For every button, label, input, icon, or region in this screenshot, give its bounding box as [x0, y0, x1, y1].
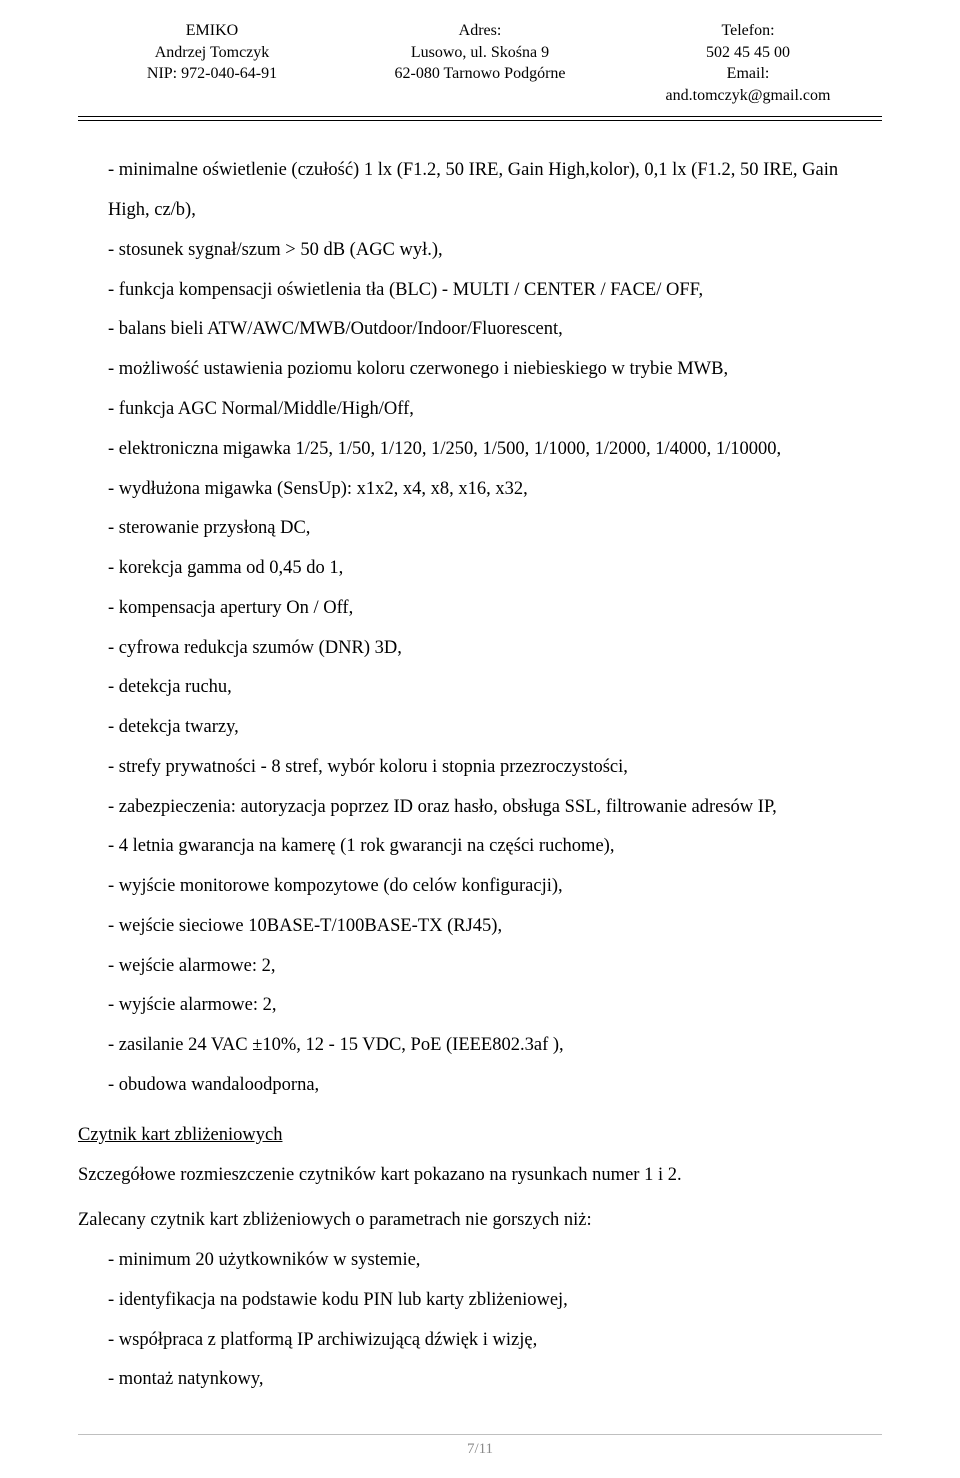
list-item: - korekcja gamma od 0,45 do 1,	[108, 549, 882, 589]
section-heading-wrapper: Czytnik kart zbliżeniowych	[78, 1106, 882, 1156]
list-item: - strefy prywatności - 8 stref, wybór ko…	[108, 748, 882, 788]
nip-number: NIP: 972-040-64-91	[78, 63, 346, 85]
list-item: - możliwość ustawienia poziomu koloru cz…	[108, 350, 882, 390]
list-item: - stosunek sygnał/szum > 50 dB (AGC wył.…	[108, 231, 882, 271]
section-paragraph-2: Zalecany czytnik kart zbliżeniowych o pa…	[78, 1201, 882, 1241]
footer-divider	[78, 1434, 882, 1435]
header-right-block: Telefon: 502 45 45 00 Email: and.tomczyk…	[614, 20, 882, 106]
spec-list-1: - minimalne oświetlenie (czułość) 1 lx (…	[78, 151, 882, 1105]
person-name: Andrzej Tomczyk	[78, 42, 346, 64]
list-item: - obudowa wandaloodporna,	[108, 1066, 882, 1106]
list-item: - elektroniczna migawka 1/25, 1/50, 1/12…	[108, 430, 882, 470]
list-item: - kompensacja apertury On / Off,	[108, 589, 882, 629]
list-item: - funkcja kompensacji oświetlenia tła (B…	[108, 271, 882, 311]
list-item: - 4 letnia gwarancja na kamerę (1 rok gw…	[108, 827, 882, 867]
list-item: - wejście alarmowe: 2,	[108, 947, 882, 987]
header-divider	[78, 116, 882, 121]
section-paragraph-1: Szczegółowe rozmieszczenie czytników kar…	[78, 1156, 882, 1196]
list-item: - montaż natynkowy,	[108, 1360, 882, 1400]
page-footer: 7/11	[0, 1434, 960, 1458]
list-item: - zasilanie 24 VAC ±10%, 12 - 15 VDC, Po…	[108, 1026, 882, 1066]
divider-line	[78, 120, 882, 121]
header-center-block: Adres: Lusowo, ul. Skośna 9 62-080 Tarno…	[346, 20, 614, 85]
list-item: - minimalne oświetlenie (czułość) 1 lx (…	[108, 151, 882, 231]
list-item: - detekcja ruchu,	[108, 668, 882, 708]
list-item: - wejście sieciowe 10BASE-T/100BASE-TX (…	[108, 907, 882, 947]
address-line-2: 62-080 Tarnowo Podgórne	[346, 63, 614, 85]
address-label: Adres:	[346, 20, 614, 42]
header-left-block: EMIKO Andrzej Tomczyk NIP: 972-040-64-91	[78, 20, 346, 85]
list-item: - zabezpieczenia: autoryzacja poprzez ID…	[108, 788, 882, 828]
email-label: Email:	[614, 63, 882, 85]
email-address: and.tomczyk@gmail.com	[614, 85, 882, 107]
list-item: - funkcja AGC Normal/Middle/High/Off,	[108, 390, 882, 430]
document-header: EMIKO Andrzej Tomczyk NIP: 972-040-64-91…	[78, 20, 882, 106]
list-item: - sterowanie przysłoną DC,	[108, 509, 882, 549]
divider-line	[78, 116, 882, 117]
list-item: - współpraca z platformą IP archiwizując…	[108, 1321, 882, 1361]
address-line-1: Lusowo, ul. Skośna 9	[346, 42, 614, 64]
list-item: - detekcja twarzy,	[108, 708, 882, 748]
page-number: 7/11	[467, 1441, 493, 1457]
phone-label: Telefon:	[614, 20, 882, 42]
spec-list-2: - minimum 20 użytkowników w systemie, - …	[78, 1241, 882, 1400]
page: EMIKO Andrzej Tomczyk NIP: 972-040-64-91…	[0, 0, 960, 1478]
list-item: - wyjście monitorowe kompozytowe (do cel…	[108, 867, 882, 907]
document-body: - minimalne oświetlenie (czułość) 1 lx (…	[78, 151, 882, 1400]
list-item: - wyjście alarmowe: 2,	[108, 986, 882, 1026]
list-item: - cyfrowa redukcja szumów (DNR) 3D,	[108, 629, 882, 669]
list-item: - balans bieli ATW/AWC/MWB/Outdoor/Indoo…	[108, 310, 882, 350]
section-heading: Czytnik kart zbliżeniowych	[78, 1116, 282, 1156]
list-item: - minimum 20 użytkowników w systemie,	[108, 1241, 882, 1281]
phone-number: 502 45 45 00	[614, 42, 882, 64]
list-item: - wydłużona migawka (SensUp): x1x2, x4, …	[108, 470, 882, 510]
company-name: EMIKO	[78, 20, 346, 42]
list-item: - identyfikacja na podstawie kodu PIN lu…	[108, 1281, 882, 1321]
